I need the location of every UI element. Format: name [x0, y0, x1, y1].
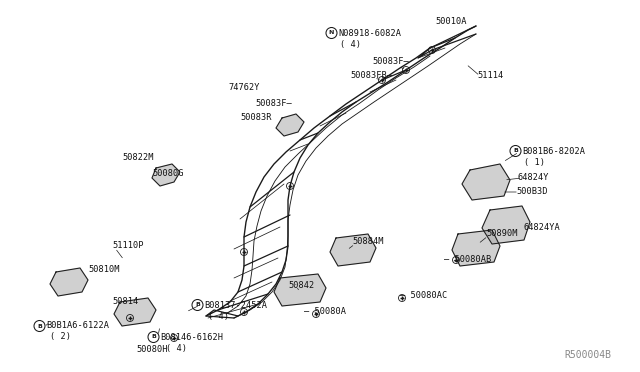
Text: 50083F–: 50083F– [255, 99, 292, 108]
Text: ( 4): ( 4) [340, 39, 361, 48]
Text: N08918-6082A: N08918-6082A [338, 29, 401, 38]
Text: B: B [37, 324, 42, 328]
Text: 50884M: 50884M [352, 237, 383, 247]
Text: – 50080AC: – 50080AC [400, 292, 447, 301]
Text: 50842: 50842 [288, 280, 314, 289]
Text: 50083R: 50083R [240, 113, 271, 122]
Text: ( 4): ( 4) [208, 312, 229, 321]
Text: 64824Y: 64824Y [518, 173, 550, 182]
Text: – 50080A: – 50080A [304, 308, 346, 317]
Text: B: B [151, 334, 156, 340]
Text: ( 4): ( 4) [166, 344, 187, 353]
Text: N: N [329, 31, 334, 35]
Text: 51110P: 51110P [112, 241, 143, 250]
Polygon shape [50, 268, 88, 296]
Text: 50083F–: 50083F– [372, 58, 409, 67]
Polygon shape [274, 274, 326, 306]
Text: 50810M: 50810M [88, 266, 120, 275]
Polygon shape [482, 206, 530, 244]
Text: R500004B: R500004B [564, 350, 611, 360]
Text: 50822M: 50822M [122, 153, 154, 161]
Polygon shape [462, 164, 510, 200]
Text: B081B6-8202A: B081B6-8202A [522, 147, 585, 155]
Polygon shape [276, 114, 304, 136]
Text: 500B3D: 500B3D [516, 186, 547, 196]
Text: 50814: 50814 [112, 298, 138, 307]
Polygon shape [330, 234, 376, 266]
Text: ( 1): ( 1) [524, 158, 545, 167]
Text: 50010A: 50010A [435, 17, 467, 26]
Polygon shape [114, 298, 156, 326]
Text: B: B [513, 148, 518, 154]
Text: B08137-2452A: B08137-2452A [204, 301, 267, 310]
Polygon shape [152, 164, 180, 186]
Text: B0B1A6-6122A: B0B1A6-6122A [46, 321, 109, 330]
Text: – 50080AB: – 50080AB [444, 254, 492, 263]
Text: 51114: 51114 [477, 71, 503, 80]
Text: 50080G: 50080G [152, 170, 184, 179]
Text: 50080H: 50080H [136, 344, 168, 353]
Text: B08146-6162H: B08146-6162H [160, 333, 223, 341]
Text: 50083FB–: 50083FB– [350, 71, 392, 80]
Text: B: B [195, 302, 200, 308]
Polygon shape [452, 230, 500, 266]
Text: 50890M: 50890M [486, 230, 518, 238]
Text: 64824YA: 64824YA [524, 224, 561, 232]
Text: ( 2): ( 2) [50, 333, 71, 341]
Text: 74762Y: 74762Y [228, 83, 259, 93]
